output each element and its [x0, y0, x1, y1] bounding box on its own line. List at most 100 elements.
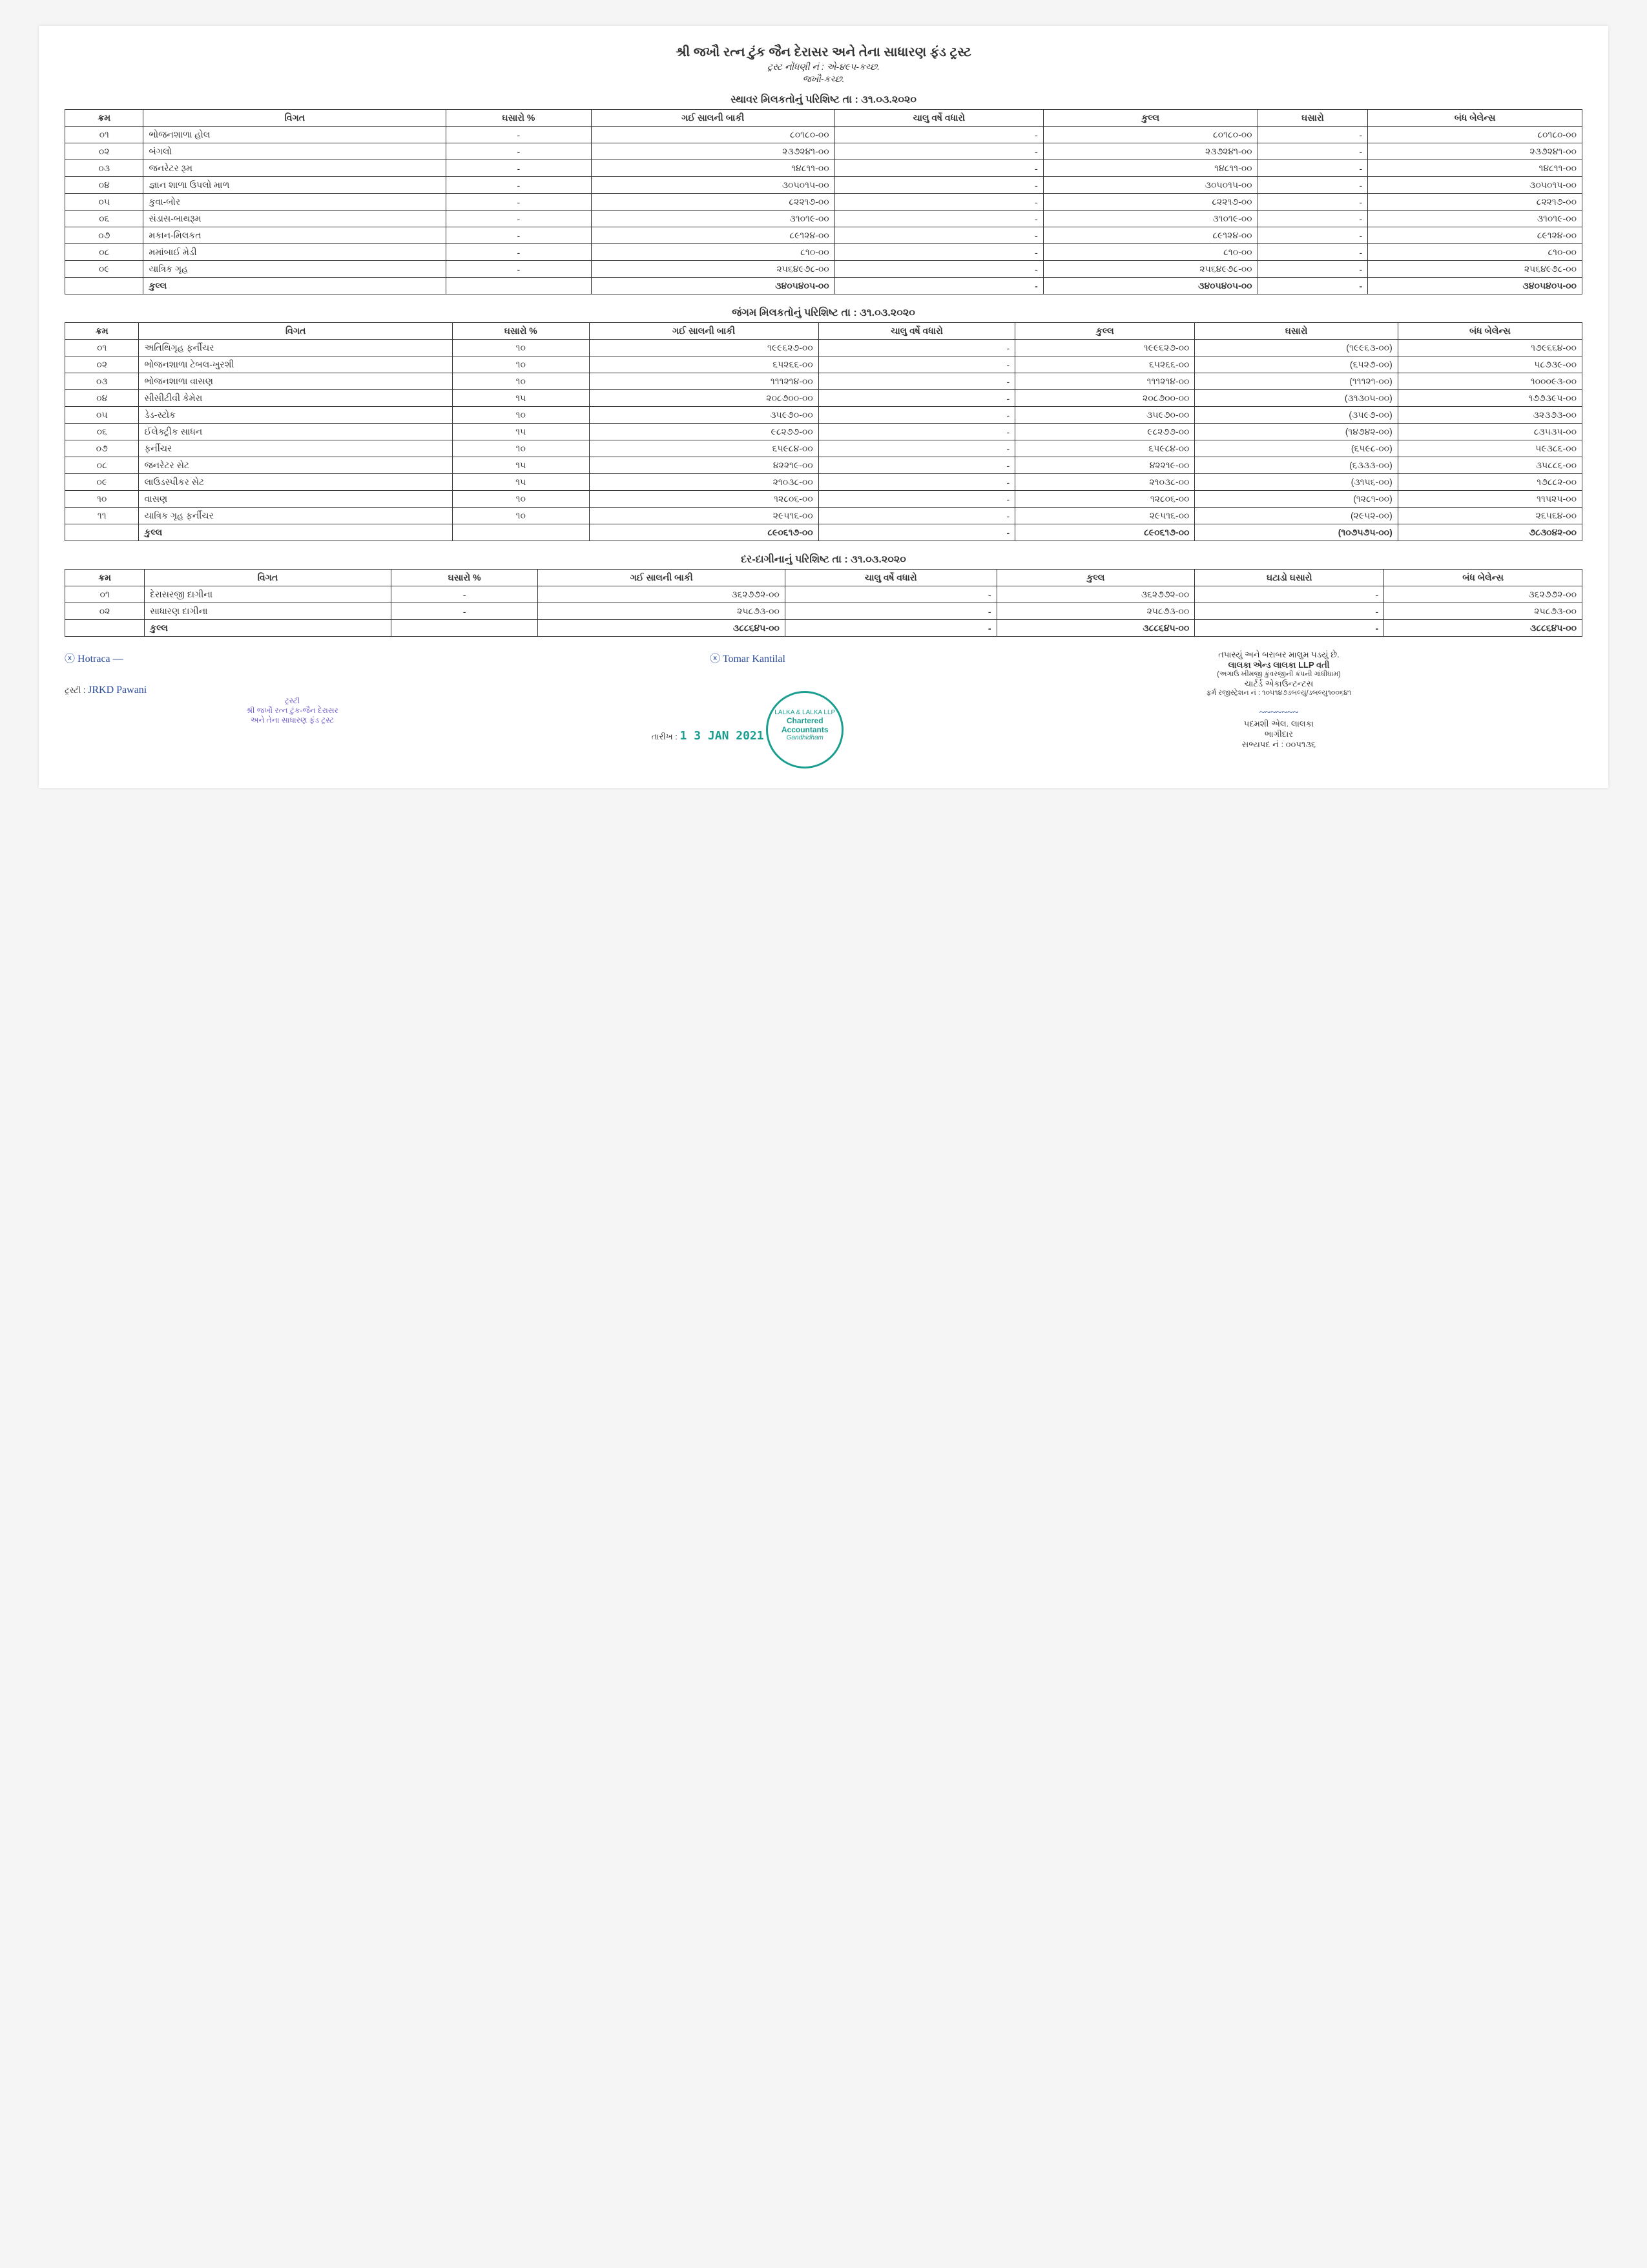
total-cell: (૧૦૭૫૭૫-૦૦) [1195, 524, 1398, 541]
partner-signature: ~~~~~~~ [975, 707, 1582, 719]
table-cell: - [446, 143, 592, 160]
table-cell: ૪૨૨૧૯-૦૦ [1015, 457, 1195, 474]
table-row: ૦૯યાત્રિક ગૃહ-૨૫૬૪૯૭૮-૦૦-૨૫૬૪૯૭૮-૦૦-૨૫૬૪… [65, 261, 1582, 278]
table-cell: ૧૧ [65, 508, 139, 524]
table-cell: ૮૯૧૨૪-૦૦ [1043, 227, 1258, 244]
table-cell: - [1195, 603, 1384, 620]
table-cell: ૮૦૧૮૦-૦૦ [591, 127, 834, 143]
table-cell: - [391, 603, 538, 620]
footer: તપાસ્યું અને બરાબર માલુમ પડયું છે. લાલકા… [65, 650, 1582, 768]
table-cell: - [1258, 194, 1368, 211]
table-cell: ૦૯ [65, 261, 143, 278]
trustee-sub1: ટ્રસ્ટી [65, 696, 520, 706]
table-cell: ૦૫ [65, 194, 143, 211]
table-cell: ૩૫૯૭૦-૦૦ [1015, 407, 1195, 424]
table-cell: - [1258, 244, 1368, 261]
total-row: કુલ્લ૮૯૦૬૧૭-૦૦-૮૯૦૬૧૭-૦૦(૧૦૭૫૭૫-૦૦)૭૮૩૦૪… [65, 524, 1582, 541]
column-header: બંધ બેલેન્સ [1384, 570, 1582, 586]
table-cell: - [446, 211, 592, 227]
table-cell: ૦૬ [65, 211, 143, 227]
table-cell: ૦૨ [65, 143, 143, 160]
table-cell: - [1258, 261, 1368, 278]
table-cell: ૧૫ [452, 474, 589, 491]
table-row: ૧૦વાસણ૧૦૧૨૮૦૬-૦૦-૧૨૮૦૬-૦૦(૧૨૮૧-૦૦)૧૧૫૨૫-… [65, 491, 1582, 508]
table-cell: જનરેટર સેટ [139, 457, 453, 474]
table-cell: ૧૦ [452, 340, 589, 356]
total-cell: ૩૪૦૫૪૦૫-૦૦ [1368, 278, 1582, 294]
table-cell: ૨૫૮૭૩-૦૦ [1384, 603, 1582, 620]
table-cell: - [818, 424, 1015, 440]
table-cell: ૩૫૮૮૬-૦૦ [1398, 457, 1582, 474]
table-cell: ૦૩ [65, 160, 143, 177]
table-row: ૦૧અતિથિગૃહ ફર્નીચર૧૦૧૯૯૬૨૭-૦૦-૧૯૯૬૨૭-૦૦(… [65, 340, 1582, 356]
table-cell: (૧૨૮૧-૦૦) [1195, 491, 1398, 508]
total-cell: - [818, 524, 1015, 541]
total-cell: - [1258, 278, 1368, 294]
table-cell: કુવા-બોર [143, 194, 446, 211]
table-cell: ૦૧ [65, 127, 143, 143]
table-cell: ૩૧૦૧૯-૦૦ [1368, 211, 1582, 227]
table-cell: - [446, 160, 592, 177]
table-cell: (૬૫૨૭-૦૦) [1195, 356, 1398, 373]
table-cell: ૨૦૮૭૦૦-૦૦ [589, 390, 818, 407]
table-cell: - [785, 603, 997, 620]
table-cell: દેરાસરજી દાગીના [145, 586, 391, 603]
table-cell: - [818, 373, 1015, 390]
table-row: ૦૪જ્ઞાન શાળા ઉપલો માળ-૩૦૫૦૧૫-૦૦-૩૦૫૦૧૫-૦… [65, 177, 1582, 194]
table-cell: ૪૨૨૧૯-૦૦ [589, 457, 818, 474]
table-cell: - [834, 261, 1043, 278]
audit-line5: ફર્મ રજીસ્ટ્રેશન નં : ૧૦૫૧૪૭ડબલ્યુ/ડબલ્ય… [975, 689, 1582, 697]
table-row: ૦૧દેરાસરજી દાગીના-૩૬૨૭૭૨-૦૦-૩૬૨૭૭૨-૦૦-૩૬… [65, 586, 1582, 603]
column-header: ક્રમ [65, 323, 139, 340]
table-cell: (૬૩૩૩-૦૦) [1195, 457, 1398, 474]
table-cell: અતિથિગૃહ ફર્નીચર [139, 340, 453, 356]
table-cell: ૨૩૭૨૪૧-૦૦ [1368, 143, 1582, 160]
table-cell: ૩૦૫૦૧૫-૦૦ [591, 177, 834, 194]
member-no: સભ્યપદ નં : ૦૦૫૧૩૬ [975, 739, 1582, 750]
table-cell: - [818, 491, 1015, 508]
table-cell: - [1195, 586, 1384, 603]
total-row: કુલ્લ૩૮૮૬૪૫-૦૦-૩૮૮૬૪૫-૦૦-૩૮૮૬૪૫-૦૦ [65, 620, 1582, 637]
column-header: ઘસારો % [452, 323, 589, 340]
table-cell: ૯૮૨૭૭-૦૦ [589, 424, 818, 440]
column-header: ગઈ સાલની બાકી [591, 110, 834, 127]
table-cell: (૧૯૯૬૩-૦૦) [1195, 340, 1398, 356]
table-cell: ૮૯૧૨૪-૦૦ [1368, 227, 1582, 244]
table-cell: યાત્રિક ગૃહ [143, 261, 446, 278]
table-row: ૦૮જનરેટર સેટ૧૫૪૨૨૧૯-૦૦-૪૨૨૧૯-૦૦(૬૩૩૩-૦૦)… [65, 457, 1582, 474]
column-header: ઘટાડો ઘસારો [1195, 570, 1384, 586]
table-row: ૦૬સંડાસ-બાથરૂમ-૩૧૦૧૯-૦૦-૩૧૦૧૯-૦૦-૩૧૦૧૯-૦… [65, 211, 1582, 227]
table-row: ૦૭ફર્નીચર૧૦૬૫૯૮૪-૦૦-૬૫૯૮૪-૦૦(૬૫૯૮-૦૦)૫૯૩… [65, 440, 1582, 457]
table-cell: ૧૦ [452, 356, 589, 373]
table-cell: સીસીટીવી કેમેરા [139, 390, 453, 407]
table-cell: ૧૧૧૨૧૪-૦૦ [589, 373, 818, 390]
table-cell: - [834, 143, 1043, 160]
trustee-sub2: શ્રી જખૌ રત્ન ટુંક-જૈન દેરાસર [65, 706, 520, 716]
total-cell: ૩૪૦૫૪૦૫-૦૦ [1043, 278, 1258, 294]
table-row: ૦૧ભોજનશાળા હોલ-૮૦૧૮૦-૦૦-૮૦૧૮૦-૦૦-૮૦૧૮૦-૦… [65, 127, 1582, 143]
table-cell: મકાન-મિલકત [143, 227, 446, 244]
sub-title-2: જખૌ-કચ્છ. [65, 74, 1582, 85]
total-cell: ૮૯૦૬૧૭-૦૦ [1015, 524, 1195, 541]
table-cell: - [818, 390, 1015, 407]
table-row: ૦૩ભોજનશાળા વાસણ૧૦૧૧૧૨૧૪-૦૦-૧૧૧૨૧૪-૦૦(૧૧૧… [65, 373, 1582, 390]
table-cell: ૧૨૮૦૬-૦૦ [1015, 491, 1195, 508]
table-cell: - [391, 586, 538, 603]
table-cell: ૦૨ [65, 603, 145, 620]
table-row: ૦૫ડેડ-સ્ટોક૧૦૩૫૯૭૦-૦૦-૩૫૯૭૦-૦૦(૩૫૯૭-૦૦)૩… [65, 407, 1582, 424]
table-cell: ૮૧૦-૦૦ [1368, 244, 1582, 261]
table-cell: ૫૮૭૩૯-૦૦ [1398, 356, 1582, 373]
table-cell: - [834, 160, 1043, 177]
table-cell: ૩૦૫૦૧૫-૦૦ [1043, 177, 1258, 194]
table-cell: ૧૪૮૧૧-૦૦ [591, 160, 834, 177]
total-cell: કુલ્લ [145, 620, 391, 637]
signature-3: JRKD Pawani [88, 685, 147, 696]
table-cell: ૩૧૦૧૯-૦૦ [1043, 211, 1258, 227]
table-cell: ૧૦૦૦૯૩-૦૦ [1398, 373, 1582, 390]
table-cell: ૦૪ [65, 390, 139, 407]
total-cell: ૩૮૮૬૪૫-૦૦ [538, 620, 785, 637]
main-title: શ્રી જખૌ રત્ન ટુંક જૈન દેરાસર અને તેના સ… [65, 45, 1582, 60]
column-header: ચાલુ વર્ષે વધારો [834, 110, 1043, 127]
total-cell: ૩૪૦૫૪૦૫-૦૦ [591, 278, 834, 294]
table-row: ૦૨ભોજનશાળા ટેબલ-ખુરશી૧૦૬૫૨૬૬-૦૦-૬૫૨૬૬-૦૦… [65, 356, 1582, 373]
